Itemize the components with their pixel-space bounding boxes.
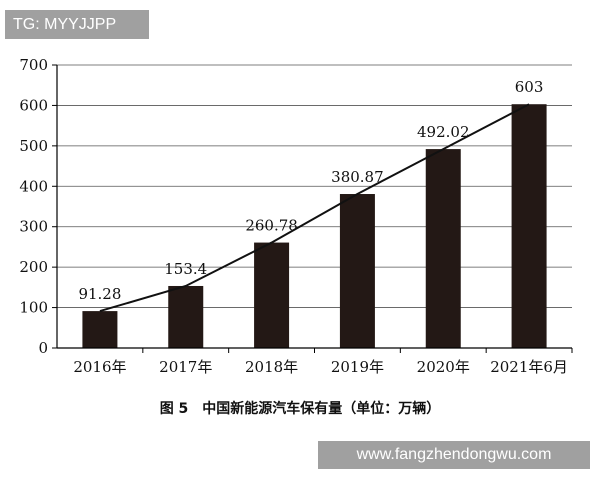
y-tick-label: 500: [19, 137, 48, 155]
x-tick-label: 2017年: [159, 358, 212, 376]
bar: [511, 104, 547, 348]
data-label: 153.4: [164, 260, 207, 278]
axes: [56, 65, 573, 353]
y-tick-label: 200: [19, 258, 48, 276]
y-tick-label: 700: [19, 56, 48, 74]
x-tick-labels: 2016年 2017年 2018年 2019年 2020年 2021年6月: [73, 358, 568, 376]
y-tick-labels: 0 100 200 300 400 500 600 700: [19, 56, 48, 357]
bar: [339, 194, 375, 348]
y-tick-label: 300: [19, 218, 48, 236]
x-tick-label: 2018年: [245, 358, 298, 376]
trend-line-group: [99, 103, 530, 313]
data-label: 603: [515, 78, 544, 96]
y-tick-label: 100: [19, 299, 48, 317]
bar-chart: 91.28 153.4 260.78 380.87 492.02 603 0 100 200 3…: [19, 56, 573, 376]
x-tick-label: 2021年6月: [490, 358, 568, 376]
figure-caption: 图 5 中国新能源汽车保有量（单位：万辆）: [159, 401, 441, 417]
y-tick-label: 0: [38, 339, 48, 357]
data-label: 380.87: [331, 168, 384, 186]
bar: [254, 242, 290, 348]
y-tick-label: 600: [19, 96, 48, 114]
data-label: 492.02: [417, 123, 470, 141]
data-label: 260.78: [245, 217, 298, 235]
gridlines: [52, 64, 572, 349]
bars: [82, 104, 547, 348]
x-tick-label: 2016年: [73, 358, 126, 376]
trend-line: [99, 103, 530, 313]
x-tick-label: 2019年: [331, 358, 384, 376]
watermark-bottom: www.fangzhendongwu.com: [318, 441, 590, 469]
bar: [82, 311, 118, 348]
data-label: 91.28: [78, 285, 121, 303]
bar: [168, 285, 204, 348]
y-tick-label: 400: [19, 177, 48, 195]
value-labels: 91.28 153.4 260.78 380.87 492.02 603: [78, 78, 543, 303]
bar: [425, 149, 461, 348]
watermark-top: TG: MYYJJPP: [5, 10, 149, 39]
x-tick-label: 2020年: [417, 358, 470, 376]
